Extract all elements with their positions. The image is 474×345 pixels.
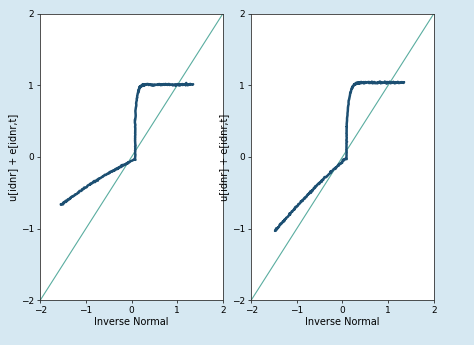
X-axis label: Inverse Normal: Inverse Normal xyxy=(94,317,169,327)
X-axis label: Inverse Normal: Inverse Normal xyxy=(305,317,380,327)
Y-axis label: u[idnr] + e[idnr,t]: u[idnr] + e[idnr,t] xyxy=(219,114,229,200)
Y-axis label: u[idnr] + e[idnr,t]: u[idnr] + e[idnr,t] xyxy=(8,114,18,200)
